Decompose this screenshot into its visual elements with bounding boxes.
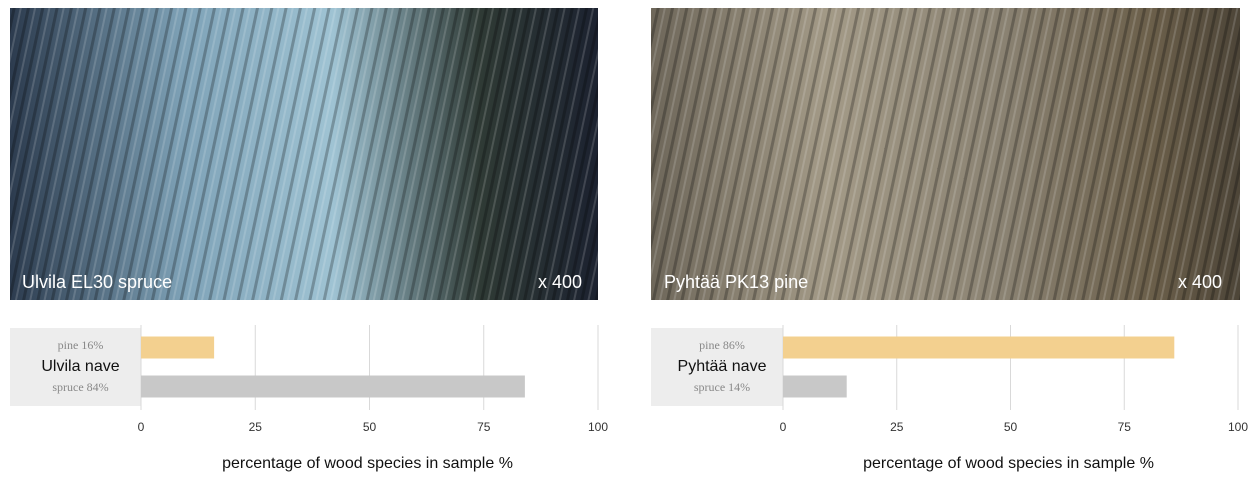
x-tick-label: 0 (780, 420, 787, 434)
bar (141, 376, 525, 398)
x-axis-title: percentage of wood species in sample % (222, 455, 513, 472)
x-tick-label: 0 (138, 420, 145, 434)
x-tick-label: 50 (363, 420, 377, 434)
x-tick-label: 75 (1118, 420, 1132, 434)
micrograph (10, 8, 598, 300)
image-caption: Ulvila EL30 spruce (22, 272, 172, 292)
x-tick-label: 25 (890, 420, 904, 434)
category-label: spruce 14% (694, 380, 750, 394)
x-tick-label: 100 (1228, 420, 1248, 434)
bar (141, 337, 214, 359)
bar (783, 376, 847, 398)
x-axis-title: percentage of wood species in sample % (863, 455, 1154, 472)
micrograph (651, 8, 1240, 300)
x-tick-label: 75 (477, 420, 491, 434)
image-caption: Pyhtää PK13 pine (664, 272, 808, 292)
magnification: x 400 (538, 272, 582, 292)
x-tick-label: 50 (1004, 420, 1018, 434)
x-tick-label: 100 (588, 420, 608, 434)
bar (783, 337, 1174, 359)
group-label: Ulvila nave (41, 358, 119, 375)
x-tick-label: 25 (249, 420, 263, 434)
magnification: x 400 (1178, 272, 1222, 292)
figure: Ulvila EL30 spruce x 400 Pyhtää PK13 pin… (0, 0, 1255, 475)
category-label: pine 86% (699, 338, 745, 352)
page: {"images": [ {"caption": "Ulvila EL30 sp… (0, 0, 1255, 475)
category-label: pine 16% (58, 338, 104, 352)
group-label: Pyhtää nave (678, 358, 767, 375)
category-label: spruce 84% (52, 380, 108, 394)
